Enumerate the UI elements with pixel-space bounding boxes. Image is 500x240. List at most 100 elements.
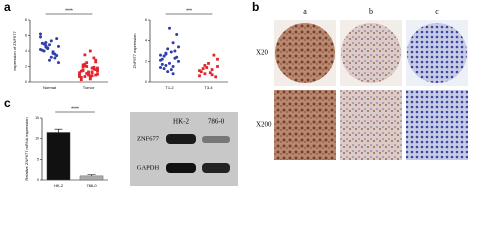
data-point [168,61,171,65]
y-tick-label: 2 [145,59,147,63]
data-point [96,68,99,71]
data-point [79,69,83,73]
data-point [203,64,207,67]
ihc-core [275,23,335,83]
significance: **** [71,106,79,112]
lane-label: 786-0 [208,118,225,126]
blot-background [130,112,238,186]
data-point [53,56,57,60]
data-point [39,35,42,39]
western-blot [130,112,238,186]
blot-band [166,163,196,173]
y-tick-label: 4 [145,39,147,43]
data-point [87,70,90,74]
data-point [90,74,94,78]
data-point [171,72,175,76]
y-tick-label: 2 [25,64,27,68]
data-point [159,53,162,57]
data-point [55,54,59,58]
data-point [88,74,92,78]
blot-band [202,163,230,173]
data-point [160,57,164,61]
data-point [78,71,81,75]
row-label: X200 [256,121,272,129]
data-point [207,62,210,65]
error-bar [54,128,63,133]
data-point [175,32,179,36]
data-point [199,70,203,74]
ihc-image [340,90,402,160]
column-label: b [369,7,373,16]
y-tick-label: 0 [25,80,27,84]
row-label: X20 [256,49,269,57]
ihc-image [274,90,336,160]
y-axis-label: Relative ZNF677 mRNA expression [24,117,29,180]
y-tick-label: 10 [35,137,39,141]
data-point [201,67,205,70]
data-point [198,69,201,73]
data-point [55,37,59,41]
data-point [57,44,60,48]
error-bar [87,174,96,176]
data-point [166,47,170,51]
y-tick-label: 6 [145,18,147,22]
data-point [42,49,46,53]
y-tick-label: 5 [37,157,39,161]
data-point [162,54,166,58]
data-point [92,67,96,71]
data-point [85,72,89,75]
figure: a b c 0 2 4 6 8 expression of ZNF677 **** Norma… [4,0,468,188]
data-point [85,65,89,68]
row-label: GAPDH [137,164,160,171]
data-point [208,71,212,75]
data-point [92,65,96,69]
data-point [177,45,180,49]
panel-label: c [4,96,11,110]
data-point [162,67,166,71]
data-point [210,68,214,71]
ihc-core [341,23,401,83]
y-axis-label: ZNF677 expression [132,34,137,69]
data-point [81,68,85,72]
bar [79,175,104,181]
ihc-image [406,90,468,160]
data-point [164,52,168,56]
data-point [51,51,55,55]
data-point [214,75,218,79]
lane-label: HK-2 [173,118,189,126]
data-point [83,53,87,57]
data-point [49,39,53,43]
data-point [177,59,180,63]
data-point [81,65,85,69]
data-point [83,62,87,66]
row-label: ZNF677 [137,135,160,142]
blot-band [202,136,230,143]
data-point [81,63,85,67]
data-point [79,78,83,82]
data-point [94,68,98,71]
data-point [92,56,96,60]
data-point [210,73,214,77]
x-tick-label: 786-0 [86,183,97,188]
data-point [96,72,99,76]
data-point [169,50,173,54]
data-point [79,75,83,79]
data-point [212,53,216,57]
y-tick-label: 4 [25,49,27,53]
panel-label: a [4,0,11,14]
y-axis-label: expression of ZNF677 [12,31,17,71]
data-point [94,60,98,64]
data-point [96,66,99,70]
data-point [78,72,81,76]
column-label: a [303,7,307,16]
data-point [57,61,60,65]
data-point [44,45,48,49]
data-point [168,26,171,30]
data-point [49,55,53,59]
column-label: c [435,7,439,16]
data-point [48,43,51,47]
x-tick-label: T3-4 [204,85,213,90]
blot-band [166,134,196,144]
data-point [40,41,44,45]
y-tick-label: 8 [25,18,27,22]
